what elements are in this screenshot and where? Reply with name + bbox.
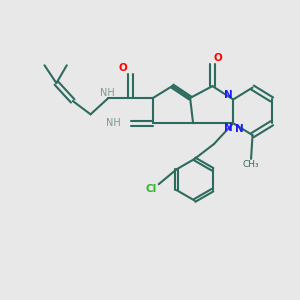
Text: O: O — [119, 63, 128, 73]
Text: Cl: Cl — [146, 184, 157, 194]
Text: CH₃: CH₃ — [243, 160, 260, 169]
Text: NH: NH — [100, 88, 114, 98]
Text: O: O — [214, 53, 223, 63]
Text: N: N — [224, 123, 233, 133]
Text: N: N — [224, 90, 233, 100]
Text: N: N — [235, 124, 244, 134]
Text: NH: NH — [106, 118, 120, 128]
